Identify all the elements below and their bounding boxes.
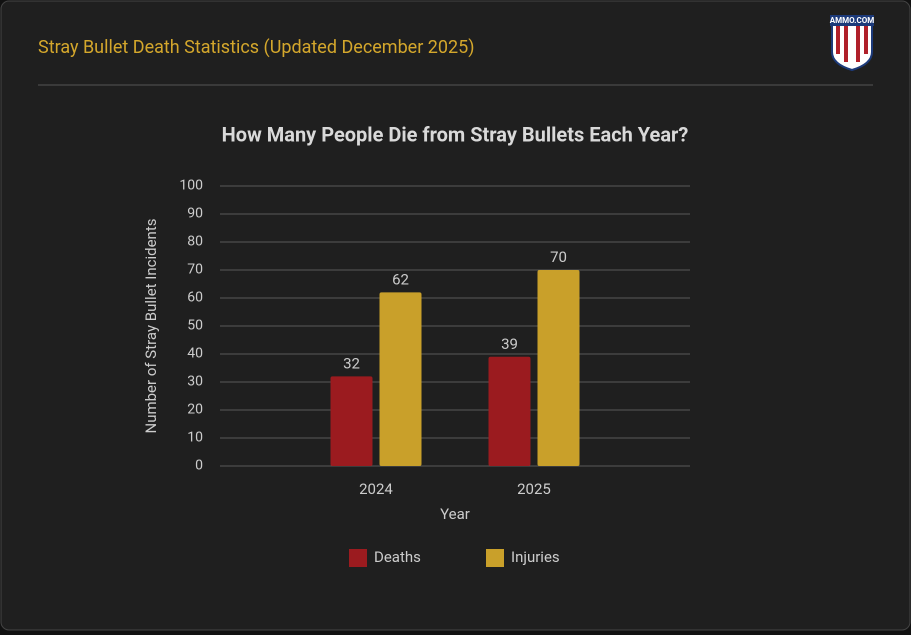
y-tick-label: 10: [187, 430, 203, 446]
y-axis-label: Number of Stray Bullet Incidents: [142, 219, 160, 434]
legend-swatch: [486, 549, 504, 567]
legend-label: Injuries: [511, 548, 560, 566]
y-tick-label: 0: [195, 458, 203, 474]
bar: [379, 292, 422, 466]
value-label: 32: [343, 354, 360, 372]
y-tick-label: 70: [187, 262, 203, 278]
x-tick-label: 2025: [517, 480, 551, 498]
header-title: Stray Bullet Death Statistics (Updated D…: [38, 37, 475, 58]
x-tick-label: 2024: [359, 480, 393, 498]
logo-text: AMMO.COM: [830, 16, 875, 25]
y-tick-label: 40: [187, 346, 203, 362]
y-tick-label: 30: [187, 374, 203, 390]
logo: AMMO.COM: [830, 15, 875, 72]
logo-banner: [830, 15, 874, 26]
chart-title: How Many People Die from Stray Bullets E…: [222, 122, 689, 146]
legend-label: Deaths: [374, 548, 421, 566]
legend-swatch: [349, 549, 367, 567]
bar: [488, 356, 531, 466]
y-tick-label: 100: [179, 178, 203, 194]
y-tick-label: 60: [187, 290, 203, 306]
y-tick-label: 50: [187, 318, 203, 334]
y-tick-label: 90: [187, 206, 203, 222]
bar: [330, 376, 373, 466]
value-label: 62: [392, 270, 409, 288]
value-label: 39: [501, 335, 518, 353]
y-tick-label: 80: [187, 234, 203, 250]
bar: [537, 270, 580, 466]
value-label: 70: [550, 248, 567, 266]
logo-shield: [831, 21, 873, 72]
logo-stripes: [836, 26, 868, 62]
y-tick-label: 20: [187, 402, 203, 418]
x-axis-label: Year: [440, 505, 470, 523]
